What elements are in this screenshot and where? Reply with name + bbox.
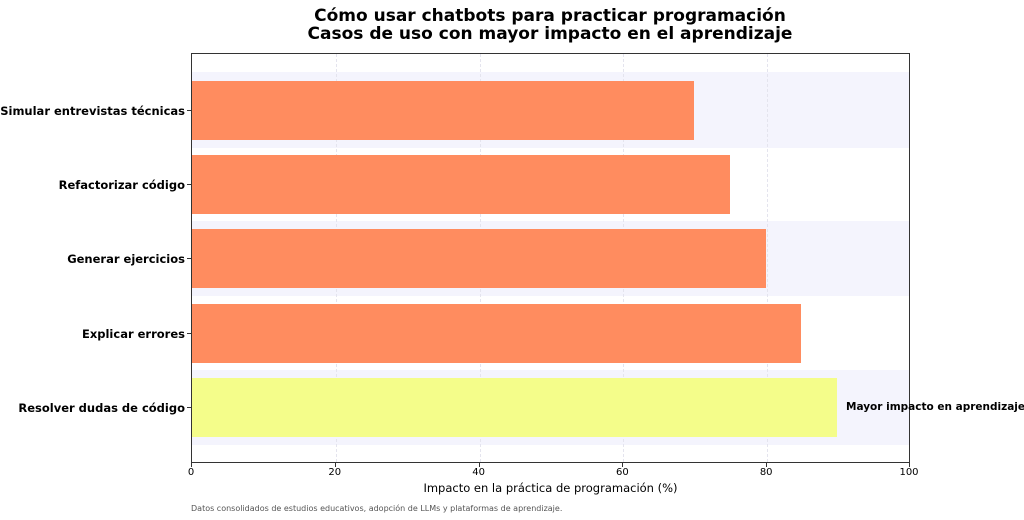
bar-explicar-errores[interactable] [192,304,802,363]
y-tick [187,333,191,334]
y-tick [187,110,191,111]
x-tick [478,463,480,467]
x-tick [191,463,192,467]
x-tick [909,463,910,467]
y-tick [187,258,191,259]
chart-title: Cómo usar chatbots para practicar progra… [314,6,786,26]
y-tick [187,184,191,185]
y-tick [187,407,191,408]
plot-area [191,53,910,463]
x-tick-label: 100 [899,467,919,478]
highlight-annotation: Mayor impacto en aprendizaje [846,401,1024,413]
y-tick-label: Resolver dudas de código [18,401,185,415]
bar-refactorizar-codigo[interactable] [192,155,730,214]
y-tick-label: Refactorizar código [58,178,185,192]
bar-resolver-dudas[interactable] [192,378,838,437]
x-tick-label: 80 [759,467,773,478]
x-tick-label: 0 [187,467,195,478]
y-tick-label: Explicar errores [81,327,185,341]
x-axis-title: Impacto en la práctica de programación (… [423,481,678,495]
x-tick [622,463,624,467]
bar-generar-ejercicios[interactable] [192,229,766,288]
x-tick [766,463,768,467]
x-tick-label: 40 [472,467,485,478]
chart-subtitle: Casos de uso con mayor impacto en el apr… [307,24,793,44]
bar-simular-entrevistas[interactable] [192,81,694,140]
x-tick-label: 20 [328,467,342,478]
x-tick [334,463,336,467]
y-tick-label: Generar ejercicios [67,252,185,266]
gridline [767,54,769,462]
y-tick-label: Simular entrevistas técnicas [0,104,185,118]
x-tick-label: 60 [616,467,629,478]
footnote: Datos consolidados de estudios educativo… [191,504,563,513]
